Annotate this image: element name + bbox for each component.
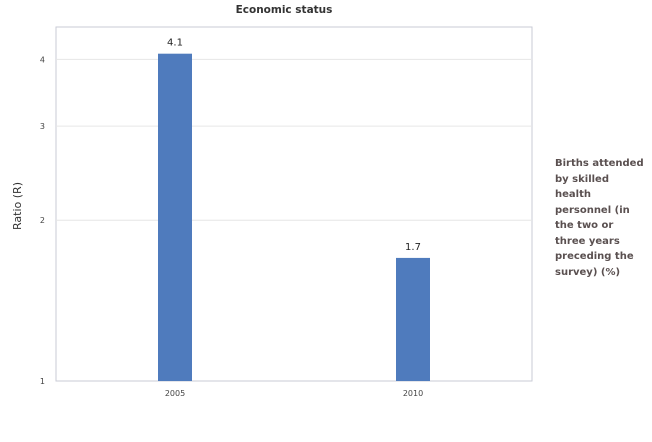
bars xyxy=(158,53,430,381)
x-tick-labels: 2005 2010 xyxy=(165,389,423,398)
chart-title: Economic status xyxy=(236,4,333,16)
data-label: 4.1 xyxy=(167,38,183,49)
y-tick-label: 1 xyxy=(40,377,45,386)
bar-2010[interactable] xyxy=(396,257,430,381)
y-tick-label: 2 xyxy=(40,216,45,225)
data-label: 1.7 xyxy=(405,242,421,253)
y-tick-label: 3 xyxy=(40,122,45,131)
legend-item[interactable]: Births attended by skilled health person… xyxy=(555,156,647,280)
y-axis-label: Ratio (R) xyxy=(11,182,24,230)
bar-2005[interactable] xyxy=(158,53,192,381)
legend-label: Births attended by skilled health person… xyxy=(555,158,644,278)
data-labels: 4.1 1.7 xyxy=(167,38,421,253)
y-tick-label: 4 xyxy=(40,55,45,64)
x-tick-label: 2010 xyxy=(403,389,423,398)
y-tick-labels: 1 2 3 4 xyxy=(40,55,45,386)
gridlines xyxy=(56,58,532,221)
x-tick-label: 2005 xyxy=(165,389,185,398)
plot-area xyxy=(55,26,533,382)
